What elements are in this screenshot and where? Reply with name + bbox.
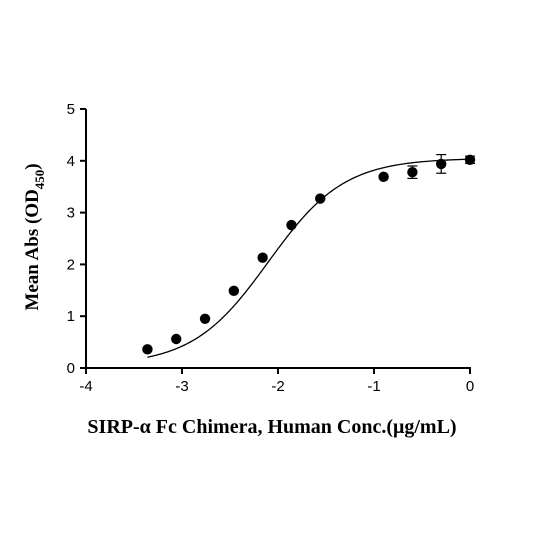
- x-tick-label: -1: [367, 378, 380, 395]
- y-tick-label: 4: [67, 153, 75, 170]
- y-tick-label: 1: [67, 308, 75, 325]
- data-point: [315, 193, 326, 204]
- x-tick-label: 0: [466, 378, 474, 395]
- x-tick-label: -4: [79, 378, 92, 395]
- data-point: [228, 285, 240, 297]
- y-tick-label: 0: [67, 360, 75, 377]
- data-point: [407, 166, 418, 178]
- data-point: [378, 171, 389, 183]
- data-point: [142, 344, 153, 355]
- ticks: -4 -3 -2 -1 0 0 1 2 3 4 5: [67, 101, 475, 395]
- y-tick-label: 5: [67, 101, 75, 118]
- y-tick-label: 2: [67, 256, 75, 273]
- data-point: [171, 333, 182, 345]
- y-axis-title-main: Mean Abs (OD: [22, 189, 43, 310]
- y-axis-title: Mean Abs (OD450): [22, 163, 47, 310]
- data-point: [257, 252, 268, 263]
- axes: [85, 109, 471, 369]
- y-tick-label: 3: [67, 205, 75, 222]
- fit-curve: [147, 158, 471, 358]
- x-axis-title: SIRP-α Fc Chimera, Human Conc.(μg/mL): [87, 416, 456, 438]
- data-point: [199, 313, 211, 324]
- fit-curve-layer: [147, 158, 471, 358]
- data-point: [464, 154, 476, 165]
- y-axis-title-subscript: 450: [32, 170, 47, 190]
- y-axis-title-close: ): [22, 163, 43, 169]
- data-points-layer: [142, 153, 476, 355]
- data-point: [436, 158, 447, 170]
- data-point: [286, 219, 297, 231]
- x-tick-label: -3: [175, 378, 188, 395]
- x-tick-label: -2: [271, 378, 284, 395]
